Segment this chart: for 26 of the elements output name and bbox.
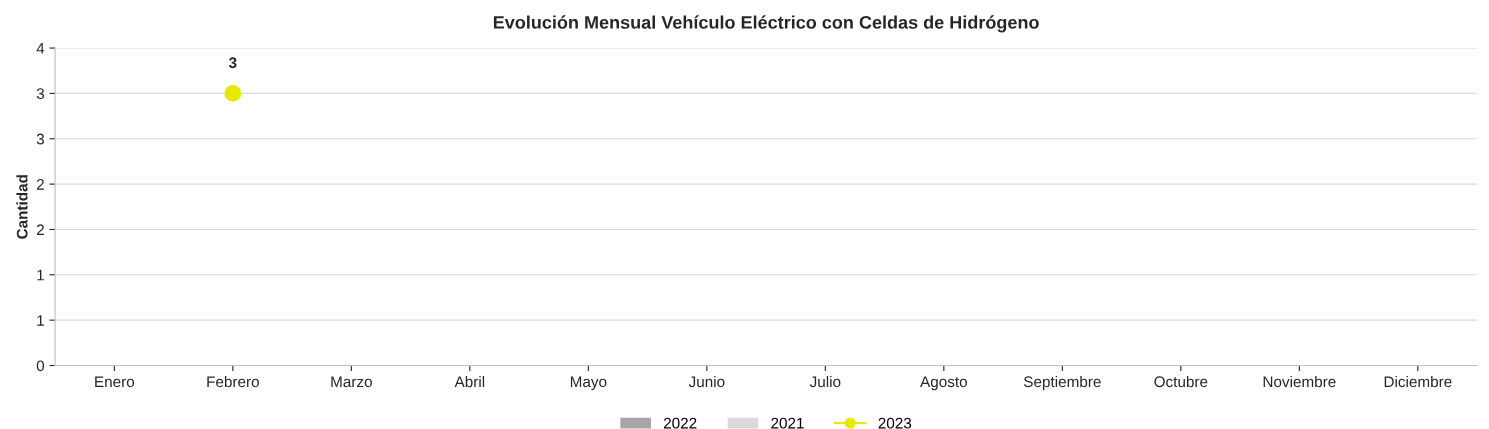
x-tick-label: Octubre [1154,375,1208,388]
data-label: 3 [228,57,237,69]
y-tick-label: 1 [37,315,44,326]
y-tick-label: 1 [37,269,44,281]
x-tick-label: Agosto [920,376,967,391]
x-tick-label: Diciembre [1384,375,1452,388]
x-tick-label: Febrero [207,375,259,388]
x-tick-label: Noviembre [1263,375,1336,388]
x-tick-label: Septiembre [1023,375,1101,391]
x-tick-label: Mayo [570,376,607,391]
legend-label: 2022 [663,417,697,429]
legend-label: 2023 [878,417,912,429]
x-tick-label: Marzo [331,376,372,388]
y-tick-label: 2 [36,178,44,190]
legend-label: 2021 [771,417,804,429]
y-tick-label: 0 [36,360,45,372]
x-tick-label: Abril [454,375,485,388]
y-tick-label: 3 [36,133,45,145]
y-axis-title: Cantidad [16,175,28,239]
x-tick-label: Enero [95,376,135,388]
y-tick-label: 3 [36,88,45,100]
x-tick-label: Julio [809,375,841,388]
x-tick-label: Junio [688,375,725,388]
y-tick-label: 4 [36,43,45,54]
chart-title: Evolución Mensual Vehículo Eléctrico con Celdas de Hidrógeno [493,15,1039,33]
y-tick-label: 2 [36,224,44,235]
